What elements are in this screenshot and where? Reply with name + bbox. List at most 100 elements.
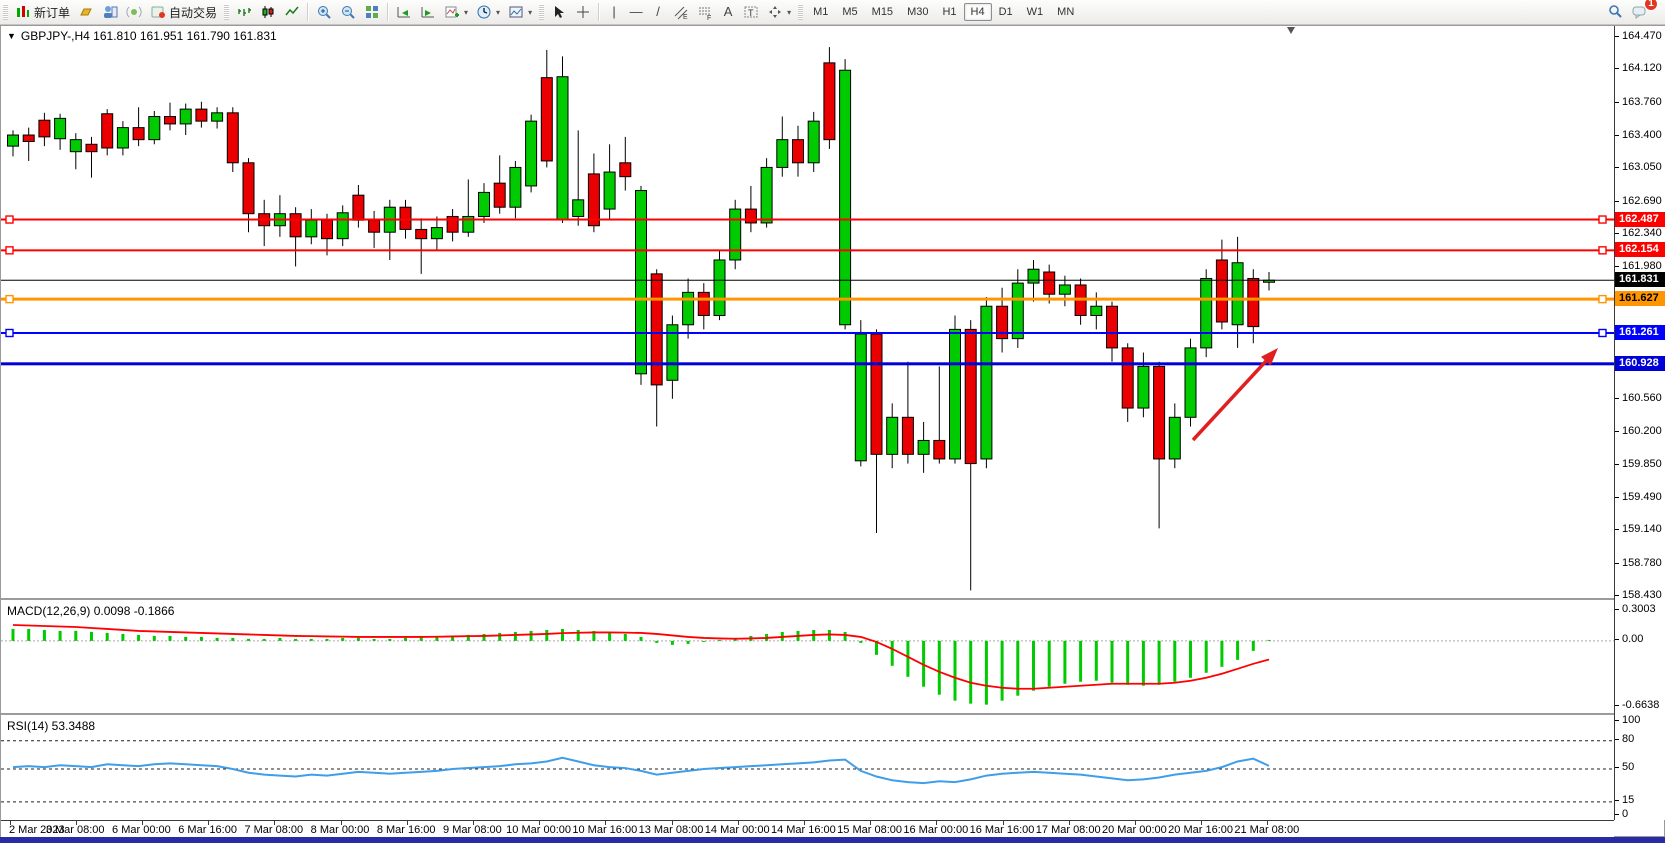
notifications-button[interactable]: 1 xyxy=(1627,0,1658,22)
rsi-panel[interactable]: RSI(14) 53.3488 xyxy=(1,713,1614,820)
toolbar-separator xyxy=(307,3,310,21)
horizontal-level-line xyxy=(1,218,1614,221)
candle-chart-button[interactable] xyxy=(256,2,280,22)
candle-body xyxy=(509,166,522,208)
price-tick-label: 160.560 xyxy=(1615,392,1662,405)
tile-windows-button[interactable] xyxy=(360,2,384,22)
timeframe-button-m15[interactable]: M15 xyxy=(871,6,894,18)
price-tick-label: 162.690 xyxy=(1615,195,1662,208)
candle-body xyxy=(1200,277,1213,349)
periods-button[interactable]: ▾ xyxy=(472,2,504,22)
time-tick xyxy=(605,821,607,825)
candle-body xyxy=(854,333,867,462)
arrows-tool-button[interactable]: ▾ xyxy=(763,2,795,22)
line-handle xyxy=(1598,215,1607,224)
candle-body xyxy=(1168,416,1181,460)
macd-histogram-bar xyxy=(356,637,360,641)
zoom-in-button[interactable] xyxy=(312,2,336,22)
autotrade-button[interactable]: 自动交易 xyxy=(146,2,221,23)
price-chart-panel[interactable] xyxy=(1,26,1614,598)
macd-histogram-bar xyxy=(827,629,831,641)
autotrade-icon xyxy=(150,4,166,20)
timeframe-button-m30[interactable]: M30 xyxy=(907,6,929,18)
candle-body xyxy=(587,173,600,227)
gold-bar-button[interactable] xyxy=(74,2,98,22)
macd-histogram-bar xyxy=(42,629,46,641)
horizontal-scrollbar[interactable] xyxy=(0,837,1665,843)
channel-tool-button[interactable]: E xyxy=(669,2,693,22)
candle-body xyxy=(22,134,35,143)
candle-body xyxy=(1027,268,1040,284)
bar-chart-button[interactable] xyxy=(232,2,256,22)
price-tick-label: 158.780 xyxy=(1615,557,1662,570)
macd-histogram-bar xyxy=(1063,640,1067,684)
cursor-tool-button[interactable] xyxy=(547,2,571,22)
price-tick-label: 160.200 xyxy=(1615,425,1662,438)
timeframe-button-m5[interactable]: M5 xyxy=(842,6,858,18)
time-axis: 2 Mar 2023 3 Mar 08:00 6 Mar 00:00 6 Mar 16… xyxy=(1,820,1614,839)
line-handle xyxy=(5,294,14,304)
crosshair-tool-button[interactable] xyxy=(571,2,595,22)
equidistant-channel-icon: E xyxy=(673,4,689,20)
macd-signal-line xyxy=(12,624,1270,690)
timeframe-button-m1[interactable]: M1 xyxy=(813,6,829,18)
time-tick xyxy=(9,821,11,825)
chat-icon xyxy=(1631,4,1647,20)
new-order-button[interactable]: 新订单 xyxy=(11,2,74,23)
arrows-icon xyxy=(767,4,783,20)
zoom-out-button[interactable] xyxy=(336,2,360,22)
templates-button[interactable]: ▾ xyxy=(504,2,536,22)
candle-body xyxy=(1215,259,1228,323)
toolbar-grip xyxy=(798,4,804,20)
candle-body xyxy=(901,416,914,455)
indicators-button[interactable]: ▾ xyxy=(440,2,472,22)
gold-bar-icon xyxy=(78,4,94,20)
horizontal-line-tool-button[interactable]: — xyxy=(625,2,647,22)
text-icon: A xyxy=(723,4,733,19)
trendline-tool-button[interactable]: / xyxy=(647,2,669,22)
trend-arrow-line xyxy=(1191,358,1269,442)
timeframe-button-h4[interactable]: H4 xyxy=(963,3,992,21)
macd-panel[interactable]: MACD(12,26,9) 0.0098 -0.1866 xyxy=(1,598,1614,713)
price-tick-label: 159.850 xyxy=(1615,458,1662,471)
timeframe-button-mn[interactable]: MN xyxy=(1057,6,1075,18)
timeframe-button-d1[interactable]: D1 xyxy=(998,6,1013,18)
candle-body xyxy=(603,171,616,210)
time-tick xyxy=(274,821,276,825)
line-chart-button[interactable] xyxy=(280,2,304,22)
macd-histogram-bar xyxy=(1173,640,1177,682)
search-button[interactable] xyxy=(1603,2,1627,22)
time-axis-label: 10 Mar 00:00 xyxy=(506,824,572,836)
fibonacci-tool-button[interactable]: F xyxy=(693,2,717,22)
accounts-button[interactable] xyxy=(98,2,122,22)
rsi-tick-label: 50 xyxy=(1615,761,1634,774)
macd-histogram-bar xyxy=(1189,640,1192,678)
macd-tick-label: 0.00 xyxy=(1615,633,1643,646)
time-tick xyxy=(1134,821,1136,825)
timeframe-button-w1[interactable]: W1 xyxy=(1026,6,1044,18)
time-axis-label: 14 Mar 16:00 xyxy=(770,824,836,836)
candle-body xyxy=(1043,271,1056,295)
timeframe-button-h1[interactable]: H1 xyxy=(942,6,957,18)
auto-scroll-button[interactable] xyxy=(392,2,416,22)
price-tick-label: 163.400 xyxy=(1615,129,1662,142)
text-tool-button[interactable]: A xyxy=(717,2,739,22)
label-tool-button[interactable]: T xyxy=(739,2,763,22)
time-axis-label: 6 Mar 00:00 xyxy=(112,824,171,836)
macd-histogram-bar xyxy=(341,637,345,641)
chart-shift-button[interactable] xyxy=(416,2,440,22)
candle-body xyxy=(572,199,585,217)
vertical-line-tool-button[interactable]: | xyxy=(603,2,625,22)
time-tick xyxy=(671,821,673,825)
collapse-triangle-icon[interactable]: ▼ xyxy=(7,31,16,41)
macd-histogram-bar xyxy=(718,639,721,641)
candle-body xyxy=(792,139,804,164)
macd-histogram-bar xyxy=(670,640,674,645)
bar-chart-icon xyxy=(236,4,252,20)
signal-button[interactable] xyxy=(122,2,146,22)
price-tag: 160.928 xyxy=(1615,355,1665,371)
candle-body xyxy=(697,291,710,317)
time-tick xyxy=(141,821,143,825)
candle-chart-icon xyxy=(260,4,276,20)
